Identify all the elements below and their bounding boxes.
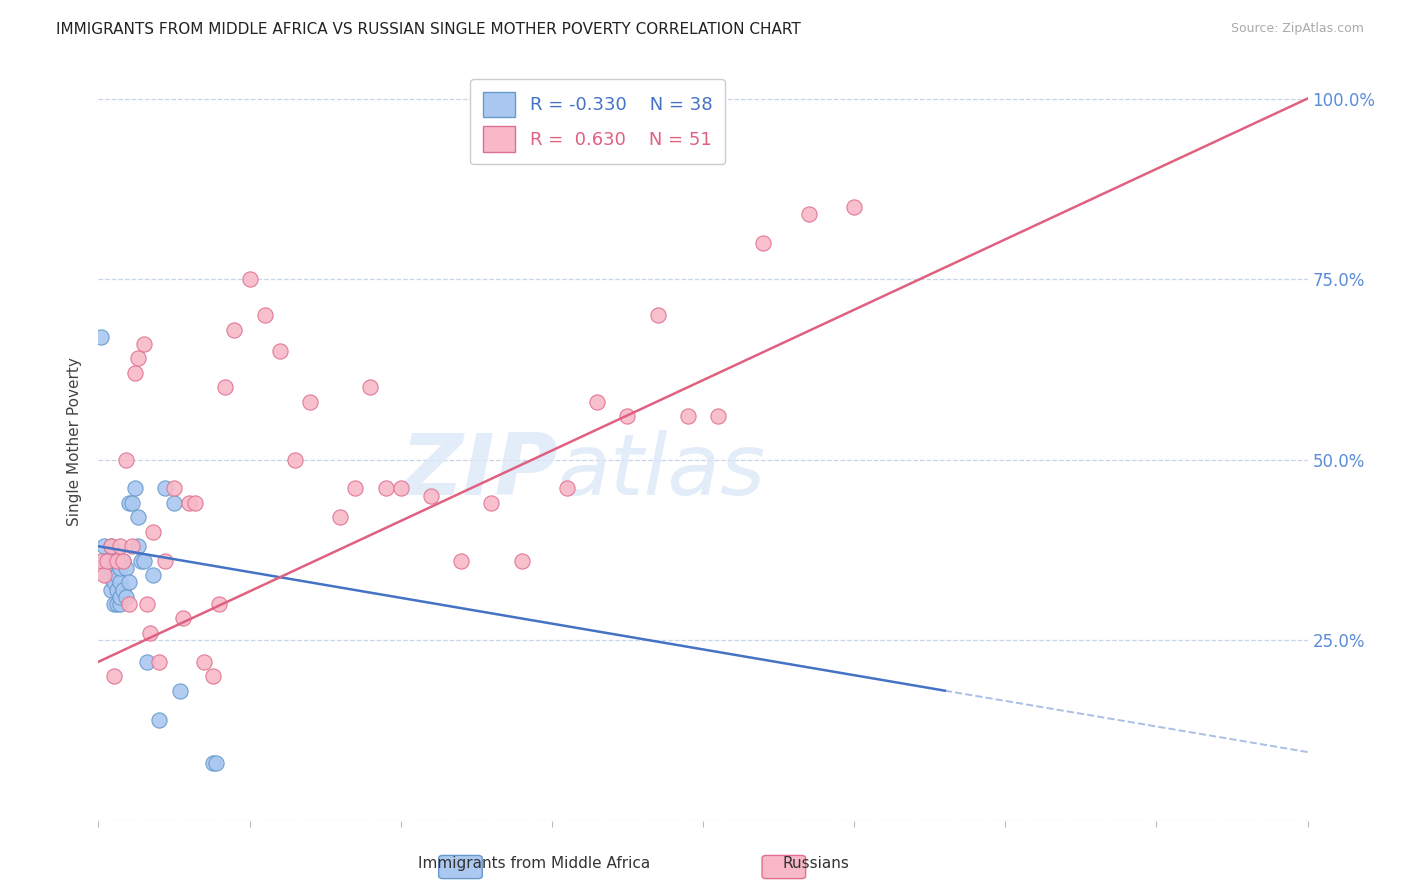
Point <box>100 539 122 553</box>
Point <box>103 575 125 590</box>
Point <box>111 554 134 568</box>
Point <box>100 582 122 597</box>
Point <box>142 568 165 582</box>
Point <box>586 394 609 409</box>
Point <box>179 496 201 510</box>
Point <box>114 561 136 575</box>
Point <box>105 568 128 582</box>
Point <box>135 597 157 611</box>
Point <box>108 575 131 590</box>
Point <box>118 597 141 611</box>
Text: Immigrants from Middle Africa: Immigrants from Middle Africa <box>418 856 651 871</box>
Point <box>172 611 194 625</box>
Point <box>202 669 225 683</box>
Point <box>284 452 307 467</box>
Point <box>360 380 382 394</box>
Point <box>148 713 170 727</box>
Point <box>374 482 396 496</box>
Point <box>752 235 775 250</box>
Point <box>121 496 143 510</box>
Point <box>269 344 291 359</box>
Point <box>153 554 176 568</box>
Point <box>169 683 191 698</box>
Point <box>797 207 820 221</box>
Point <box>124 482 146 496</box>
Point <box>108 597 131 611</box>
Point <box>299 394 322 409</box>
Point <box>100 561 122 575</box>
Point <box>135 655 157 669</box>
Point <box>105 554 128 568</box>
Point <box>510 554 533 568</box>
Point <box>108 590 131 604</box>
Point <box>481 496 503 510</box>
Point <box>616 409 638 424</box>
Point <box>100 539 122 553</box>
Point <box>239 272 262 286</box>
Point <box>202 756 225 770</box>
Point <box>676 409 699 424</box>
Point <box>118 575 141 590</box>
Point <box>420 489 443 503</box>
Legend: R = -0.330    N = 38, R =  0.630    N = 51: R = -0.330 N = 38, R = 0.630 N = 51 <box>470 79 725 164</box>
Point <box>103 597 125 611</box>
Point <box>93 539 115 553</box>
Text: ZIP: ZIP <box>401 430 558 514</box>
Point <box>114 590 136 604</box>
Text: Source: ZipAtlas.com: Source: ZipAtlas.com <box>1230 22 1364 36</box>
Point <box>96 554 118 568</box>
Point <box>121 539 143 553</box>
Text: Russians: Russians <box>782 856 849 871</box>
Point <box>103 554 125 568</box>
Point <box>118 496 141 510</box>
Point <box>124 366 146 380</box>
Point <box>127 510 149 524</box>
Point <box>129 554 152 568</box>
Point <box>96 554 118 568</box>
Point <box>329 510 352 524</box>
Point <box>555 482 578 496</box>
Point <box>163 482 186 496</box>
Point <box>450 554 472 568</box>
Point <box>208 597 231 611</box>
Point <box>139 626 162 640</box>
Point <box>205 756 228 770</box>
Point <box>111 582 134 597</box>
Point <box>111 554 134 568</box>
Point <box>103 669 125 683</box>
Point <box>105 582 128 597</box>
Point <box>344 482 367 496</box>
Point <box>108 539 131 553</box>
Point <box>90 554 112 568</box>
Point <box>127 539 149 553</box>
Point <box>105 597 128 611</box>
Point <box>844 200 866 214</box>
Point <box>93 554 115 568</box>
Point <box>132 337 155 351</box>
Point <box>184 496 207 510</box>
Point <box>132 554 155 568</box>
Point <box>193 655 215 669</box>
Point <box>90 330 112 344</box>
Point <box>224 323 246 337</box>
Text: atlas: atlas <box>558 430 766 514</box>
Point <box>142 524 165 539</box>
Text: IMMIGRANTS FROM MIDDLE AFRICA VS RUSSIAN SINGLE MOTHER POVERTY CORRELATION CHART: IMMIGRANTS FROM MIDDLE AFRICA VS RUSSIAN… <box>56 22 801 37</box>
Point <box>214 380 236 394</box>
Point <box>163 496 186 510</box>
Point <box>93 568 115 582</box>
Point <box>96 568 118 582</box>
Point <box>114 452 136 467</box>
Point <box>108 561 131 575</box>
Y-axis label: Single Mother Poverty: Single Mother Poverty <box>67 357 83 526</box>
Point <box>253 308 276 322</box>
Point <box>707 409 730 424</box>
Point <box>127 351 149 366</box>
Point <box>148 655 170 669</box>
Point <box>647 308 669 322</box>
Point <box>153 482 176 496</box>
Point <box>389 482 412 496</box>
